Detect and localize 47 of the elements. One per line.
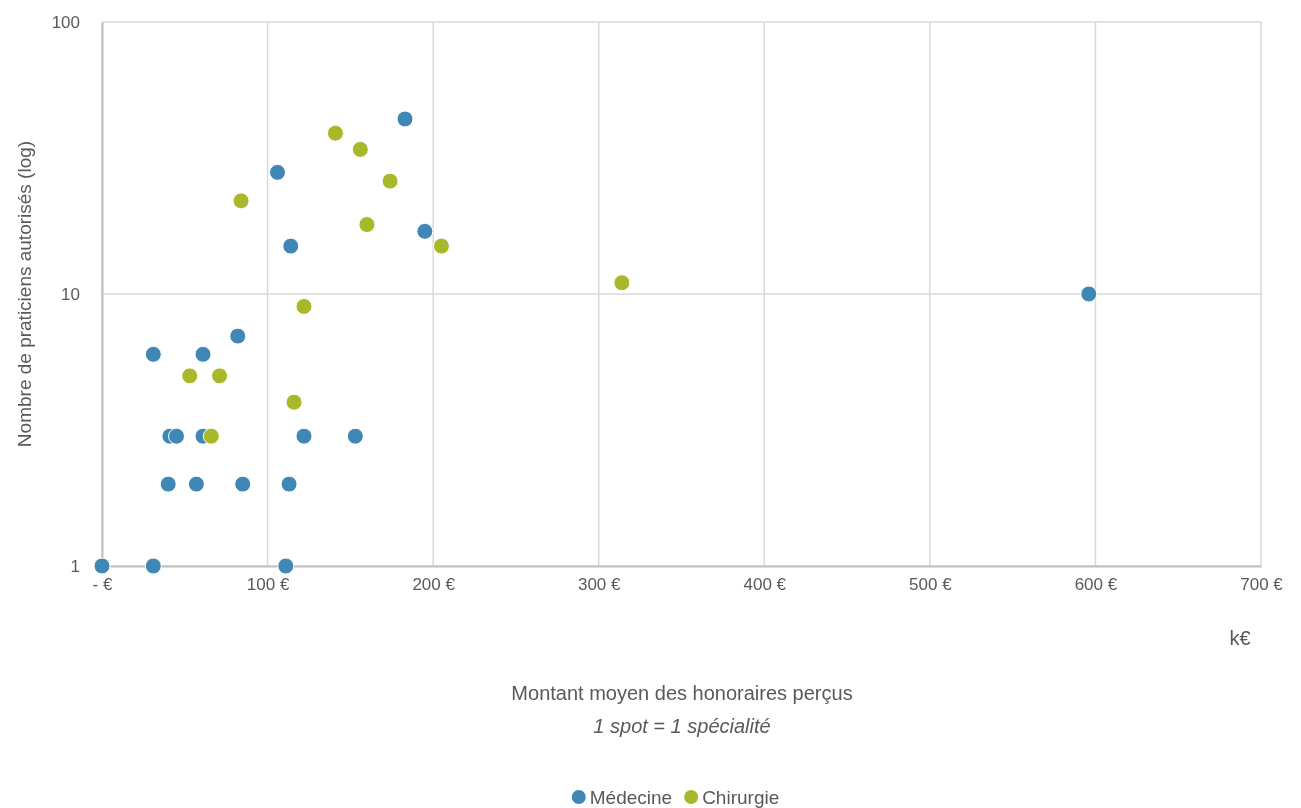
point bbox=[358, 216, 376, 234]
point bbox=[295, 297, 313, 315]
point bbox=[1080, 285, 1098, 303]
x-tick-label: 600 € bbox=[1074, 575, 1118, 595]
point bbox=[295, 427, 313, 445]
point bbox=[346, 427, 364, 445]
point bbox=[351, 140, 369, 158]
legend-label: Médecine bbox=[589, 786, 673, 808]
point bbox=[144, 345, 162, 363]
y-tick-label: 1 bbox=[70, 556, 80, 576]
legend-label: Chirurgie bbox=[702, 786, 780, 808]
point bbox=[381, 172, 399, 190]
point bbox=[277, 557, 295, 575]
y-tick-label: 10 bbox=[61, 284, 80, 304]
x-tick-label: 300 € bbox=[577, 575, 622, 595]
x-axis-title: Montant moyen des honoraires perçus bbox=[511, 682, 853, 704]
point bbox=[416, 222, 434, 240]
x-tick-label: 100 € bbox=[246, 575, 290, 595]
point bbox=[181, 367, 199, 385]
x-tick-label: 500 € bbox=[909, 575, 953, 595]
y-tick-label: 100 bbox=[51, 12, 80, 32]
x-tick-label: 700 € bbox=[1240, 575, 1284, 595]
text: 1 spot = 1 spécialité bbox=[593, 715, 771, 737]
point bbox=[280, 475, 298, 493]
point bbox=[229, 327, 247, 345]
point bbox=[187, 475, 205, 493]
x-tick-label: - € bbox=[92, 575, 113, 595]
point bbox=[159, 475, 177, 493]
x-tick-label: 200 € bbox=[412, 575, 456, 595]
point bbox=[144, 557, 162, 575]
point bbox=[285, 393, 303, 411]
point bbox=[168, 427, 185, 445]
point bbox=[234, 475, 252, 493]
point bbox=[202, 427, 220, 445]
point bbox=[432, 237, 450, 255]
point bbox=[232, 192, 250, 210]
text: k€ bbox=[1229, 627, 1251, 649]
point bbox=[211, 367, 229, 385]
point bbox=[396, 110, 414, 128]
point bbox=[194, 345, 212, 363]
point bbox=[613, 274, 631, 292]
point bbox=[326, 124, 344, 142]
point bbox=[93, 557, 111, 575]
point bbox=[282, 237, 300, 255]
point bbox=[269, 163, 286, 181]
x-tick-label: 400 € bbox=[743, 575, 787, 595]
y-axis-title: Nombre de praticiens autorisés (log) bbox=[13, 140, 35, 448]
